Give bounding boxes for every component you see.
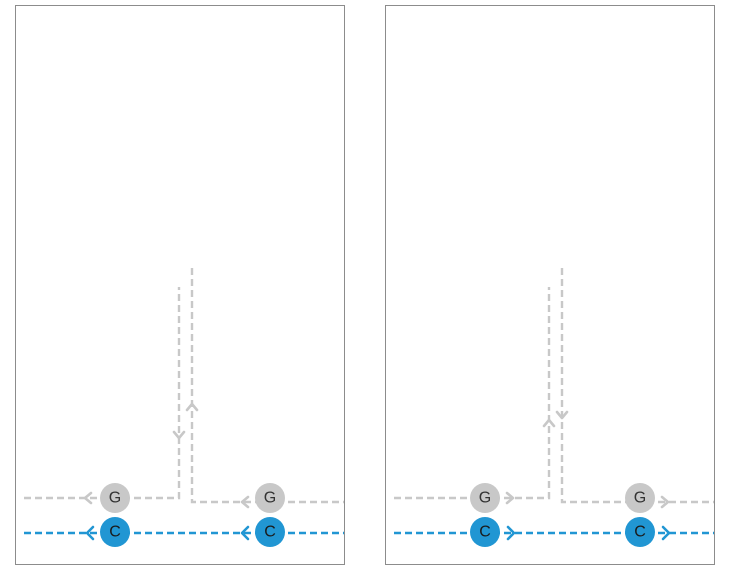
left-gray-route-return <box>190 268 344 504</box>
right-node-c1: C <box>470 517 500 547</box>
right-node-c2-label: C <box>634 524 646 541</box>
right-panel-frame <box>385 5 715 565</box>
left-arrow-down <box>172 430 186 440</box>
right-node-g2-label: G <box>634 490 646 507</box>
left-node-g1-label: G <box>109 490 121 507</box>
right-node-c1-label: C <box>479 524 491 541</box>
right-node-g2: G <box>625 483 655 513</box>
right-node-g1-label: G <box>479 490 491 507</box>
left-arrow-c1 <box>85 525 95 541</box>
right-arrow-g1 <box>505 491 515 505</box>
right-gray-route-outbound <box>394 287 551 500</box>
left-node-c1: C <box>100 517 130 547</box>
right-node-g1: G <box>470 483 500 513</box>
left-node-g2-label: G <box>264 490 276 507</box>
left-node-g2: G <box>255 483 285 513</box>
right-arrow-c2 <box>661 525 671 541</box>
right-gray-route-return <box>560 268 714 504</box>
left-node-c1-label: C <box>109 524 121 541</box>
left-arrows <box>83 402 250 541</box>
right-arrow-g2 <box>660 495 670 509</box>
right-arrow-down <box>555 410 569 420</box>
left-panel-frame <box>15 5 345 565</box>
left-gray-route-outbound <box>24 287 181 500</box>
right-arrow-up <box>542 418 556 428</box>
right-arrow-c1 <box>506 525 516 541</box>
left-arrow-g2 <box>240 495 250 509</box>
left-arrow-g1 <box>83 491 93 505</box>
right-arrows <box>505 410 671 541</box>
left-arrow-up <box>185 402 199 412</box>
left-node-c2-label: C <box>264 524 276 541</box>
left-panel: G G C C <box>15 5 345 565</box>
right-panel: G G C C <box>385 5 715 565</box>
left-node-c2: C <box>255 517 285 547</box>
left-arrow-c2 <box>240 525 250 541</box>
left-node-g1: G <box>100 483 130 513</box>
right-node-c2: C <box>625 517 655 547</box>
